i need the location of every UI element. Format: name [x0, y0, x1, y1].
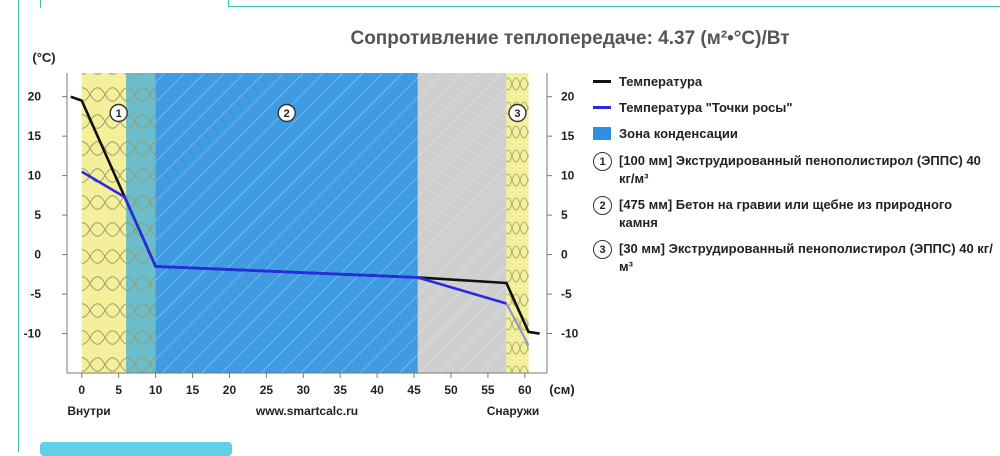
zone-pattern-1	[81, 73, 156, 373]
y-tick-label-right: 20	[561, 90, 575, 104]
x-tick-label: 50	[444, 383, 458, 397]
y-tick-label-right: 0	[561, 248, 568, 262]
x-tick-label: 25	[260, 383, 274, 397]
top-panel-frame	[228, 0, 1000, 7]
x-center-label: www.smartcalc.ru	[255, 404, 358, 418]
y-unit-label: (°С)	[32, 50, 55, 65]
y-tick-label-left: 10	[28, 169, 42, 183]
legend: Температура Температура "Точки росы" Зон…	[593, 68, 993, 276]
chart-title: Сопротивление теплопередаче: 4.37 (м²•°C…	[350, 28, 790, 49]
x-tick-label: 45	[407, 383, 421, 397]
y-tick-label-left: 0	[34, 248, 41, 262]
zone-pattern-2	[155, 73, 418, 373]
y-tick-label-right: -10	[561, 327, 579, 341]
zones-layer: 1 2 3	[67, 73, 547, 373]
zone-number-text-2: 2	[284, 108, 290, 120]
dew-point-line	[81, 170, 507, 305]
x-tick-label: 40	[370, 383, 384, 397]
zone-number-text-3: 3	[514, 108, 520, 120]
x-tick-label: 55	[481, 383, 495, 397]
legend-condensation-swatch	[593, 126, 611, 140]
zone-pattern-3	[417, 73, 507, 373]
dew-point-extension-line	[505, 303, 530, 346]
x-tick-label: 10	[149, 383, 163, 397]
x-tick-label: 35	[334, 383, 348, 397]
y-tick-label-left: 15	[28, 129, 42, 143]
y-tick-label-left: -5	[30, 287, 41, 301]
legend-material-2: 2 [475 мм] Бетон на гравии или щебне из …	[593, 196, 993, 232]
y-tick-label-right: -5	[561, 287, 572, 301]
y-tick-label-left: 20	[28, 90, 42, 104]
legend-item-condensation-zone: Зона конденсации	[593, 120, 993, 146]
material-number-2: 2	[593, 196, 612, 215]
material-text-2: [475 мм] Бетон на гравии или щебне из пр…	[619, 197, 953, 230]
material-number-1: 1	[593, 152, 612, 171]
x-unit-label: (см)	[549, 382, 575, 397]
left-panel-frame-top	[40, 0, 41, 8]
y-tick-label-right: 15	[561, 129, 575, 143]
zone-number-1: 1	[109, 103, 128, 123]
x-tick-label: 5	[115, 383, 122, 397]
zone-number-circle-2	[277, 103, 296, 123]
left-panel-frame	[18, 0, 19, 452]
material-number-3: 3	[593, 240, 612, 259]
y-tick-label-right: 10	[561, 169, 575, 183]
legend-temperature-label: Температура	[619, 73, 703, 89]
x-left-label: Внутри	[67, 404, 110, 418]
zone-number-circle-1	[109, 103, 128, 123]
legend-dew-point-line	[593, 105, 611, 109]
axes-layer	[62, 73, 552, 378]
material-text-3: [30 мм] Экструдированный пенополистирол …	[619, 241, 993, 274]
legend-temperature-line	[593, 79, 611, 83]
x-tick-label: 30	[297, 383, 311, 397]
legend-item-dew-point: Температура "Точки росы"	[593, 94, 993, 120]
x-right-label: Снаружи	[487, 404, 539, 418]
y-tick-label-right: 5	[561, 208, 568, 222]
series-layer	[70, 95, 540, 346]
zone-number-2: 2	[277, 103, 296, 123]
legend-dew-point-label: Температура "Точки росы"	[619, 99, 793, 115]
x-tick-label: 15	[186, 383, 200, 397]
zone-number-circle-3	[508, 103, 527, 123]
y-tick-label-left: 5	[34, 208, 41, 222]
x-tick-label: 20	[223, 383, 237, 397]
zone-number-3: 3	[508, 103, 527, 123]
legend-item-temperature: Температура	[593, 68, 993, 94]
material-text-1: [100 мм] Экструдированный пенополистирол…	[619, 153, 981, 186]
x-tick-label: 0	[78, 383, 85, 397]
legend-material-3: 3 [30 мм] Экструдированный пенополистиро…	[593, 240, 993, 276]
legend-condensation-label: Зона конденсации	[619, 125, 738, 141]
x-tick-label: 60	[518, 383, 532, 397]
legend-material-1: 1 [100 мм] Экструдированный пенополистир…	[593, 152, 993, 188]
zone-number-text-1: 1	[116, 108, 122, 120]
y-tick-label-left: -10	[24, 327, 42, 341]
